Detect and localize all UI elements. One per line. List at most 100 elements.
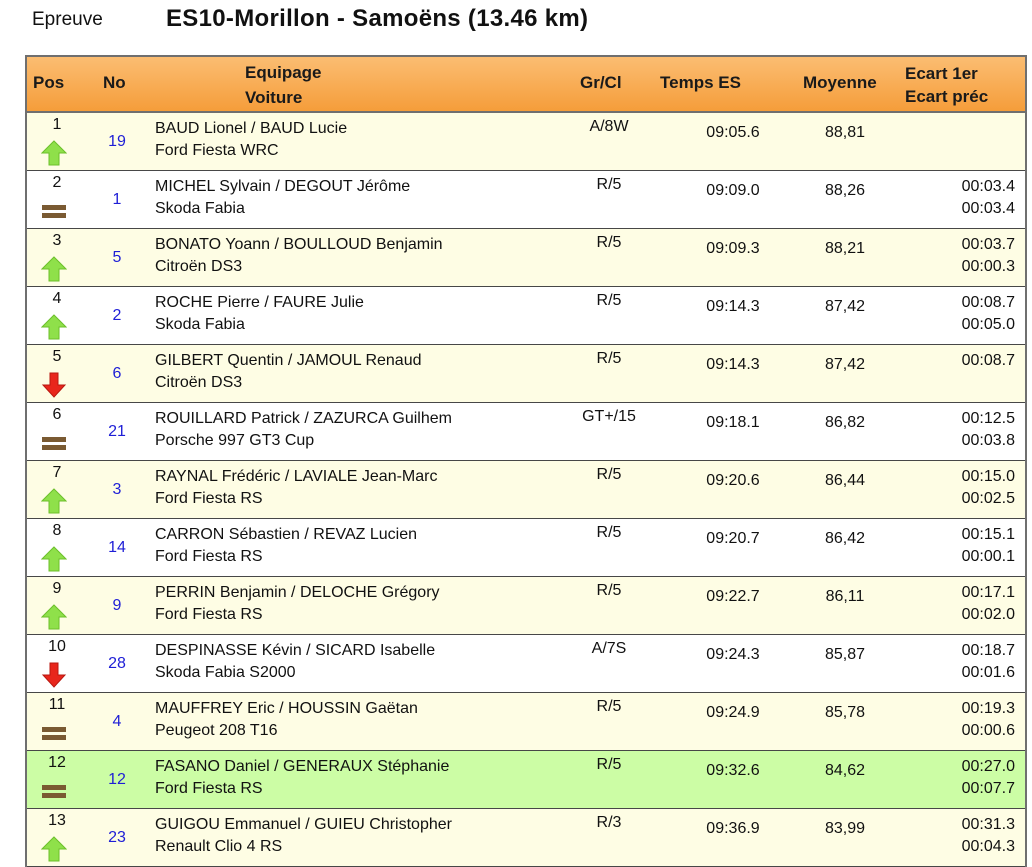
table-row: 11 4 MAUFFREY Eric / HOUSSIN Gaëtan Peugeot… bbox=[27, 693, 1025, 751]
row-temps: 09:20.6 bbox=[706, 472, 760, 489]
row-temps: 09:14.3 bbox=[706, 298, 760, 315]
row-ecart-1er: 00:17.1 bbox=[961, 584, 1015, 601]
header-crew-car: Equipage Voiture bbox=[245, 60, 322, 110]
equal-icon bbox=[41, 720, 67, 744]
row-car: Skoda Fabia bbox=[155, 316, 245, 333]
row-car: Ford Fiesta RS bbox=[155, 548, 263, 565]
row-ecart: 00:27.0 00:07.7 bbox=[907, 756, 1015, 800]
header-equipage: Equipage bbox=[245, 63, 322, 82]
row-temps: 09:09.0 bbox=[706, 182, 760, 199]
row-car: Ford Fiesta RS bbox=[155, 490, 263, 507]
row-temps: 09:36.9 bbox=[706, 820, 760, 837]
row-crew: MICHEL Sylvain / DEGOUT Jérôme bbox=[155, 178, 411, 195]
down-arrow-icon bbox=[41, 372, 67, 398]
row-car: Ford Fiesta RS bbox=[155, 780, 263, 797]
row-ecart-1er: 00:08.7 bbox=[961, 352, 1015, 369]
row-car: Skoda Fabia bbox=[155, 200, 245, 217]
row-moyenne: 87,42 bbox=[824, 356, 866, 373]
row-number: 4 bbox=[112, 713, 122, 730]
row-ecart-1er: 00:03.7 bbox=[961, 236, 1015, 253]
row-number: 19 bbox=[108, 133, 126, 150]
row-ecart: 00:12.5 00:03.8 bbox=[907, 408, 1015, 452]
row-ecart-1er: 00:18.7 bbox=[961, 642, 1015, 659]
row-moyenne: 87,42 bbox=[824, 298, 866, 315]
row-car: Porsche 997 GT3 Cup bbox=[155, 432, 315, 449]
table-row: 10 28 DESPINASSE Kévin / SICARD Isabelle Sk… bbox=[27, 635, 1025, 693]
row-pos: 13 bbox=[48, 812, 66, 829]
row-moyenne: 86,44 bbox=[824, 472, 866, 489]
stage-title: ES10-Morillon - Samoëns (13.46 km) bbox=[166, 5, 589, 32]
row-crew: BONATO Yoann / BOULLOUD Benjamin bbox=[155, 236, 443, 253]
header-no: No bbox=[103, 73, 126, 92]
table-header: Pos No Equipage Voiture Gr/Cl Temps ES M… bbox=[27, 57, 1025, 113]
table-body: 1 19 BAUD Lionel / BAUD Lucie Ford Fiesta W… bbox=[27, 113, 1025, 867]
row-moyenne: 84,62 bbox=[824, 762, 866, 779]
row-temps: 09:24.3 bbox=[706, 646, 760, 663]
row-ecart: 00:31.3 00:04.3 bbox=[907, 814, 1015, 858]
header-voiture: Voiture bbox=[245, 88, 303, 107]
row-crew: CARRON Sébastien / REVAZ Lucien bbox=[155, 526, 418, 543]
table-row: 9 9 PERRIN Benjamin / DELOCHE Grégory Ford … bbox=[27, 577, 1025, 635]
row-pos: 7 bbox=[52, 464, 62, 481]
row-temps: 09:32.6 bbox=[706, 762, 760, 779]
row-ecart-prec: 00:03.4 bbox=[961, 200, 1015, 217]
row-moyenne: 86,82 bbox=[824, 414, 866, 431]
table-row: 3 5 BONATO Yoann / BOULLOUD Benjamin Citroë… bbox=[27, 229, 1025, 287]
row-grcl: R/5 bbox=[596, 466, 622, 483]
row-temps: 09:14.3 bbox=[706, 356, 760, 373]
row-ecart-prec: 00:01.6 bbox=[961, 664, 1015, 681]
row-ecart-prec: 00:02.5 bbox=[961, 490, 1015, 507]
table-row: 7 3 RAYNAL Frédéric / LAVIALE Jean-Marc For… bbox=[27, 461, 1025, 519]
row-crew-car: PERRIN Benjamin / DELOCHE Grégory Ford Fi… bbox=[155, 582, 440, 626]
row-car: Citroën DS3 bbox=[155, 258, 243, 275]
row-crew-car: GUIGOU Emmanuel / GUIEU Christopher Renau… bbox=[155, 814, 452, 858]
row-number: 23 bbox=[108, 829, 126, 846]
row-crew-car: BAUD Lionel / BAUD Lucie Ford Fiesta WRC bbox=[155, 118, 347, 162]
row-moyenne: 86,11 bbox=[825, 588, 865, 605]
table-row: 1 19 BAUD Lionel / BAUD Lucie Ford Fiesta W… bbox=[27, 113, 1025, 171]
row-grcl: R/5 bbox=[596, 524, 622, 541]
row-grcl: R/5 bbox=[596, 756, 622, 773]
row-ecart-prec: 00:04.3 bbox=[961, 838, 1015, 855]
up-arrow-icon bbox=[41, 836, 67, 862]
row-moyenne: 88,26 bbox=[824, 182, 866, 199]
row-ecart: 00:08.7 bbox=[907, 350, 1015, 394]
row-moyenne: 85,87 bbox=[824, 646, 866, 663]
row-pos: 12 bbox=[48, 754, 66, 771]
row-ecart-prec: 00:02.0 bbox=[961, 606, 1015, 623]
row-crew-car: CARRON Sébastien / REVAZ Lucien Ford Fies… bbox=[155, 524, 417, 568]
header-ecart-1er: Ecart 1er bbox=[905, 64, 978, 83]
row-crew-car: DESPINASSE Kévin / SICARD Isabelle Skoda … bbox=[155, 640, 435, 684]
row-pos: 10 bbox=[48, 638, 66, 655]
row-crew-car: FASANO Daniel / GENERAUX Stéphanie Ford F… bbox=[155, 756, 449, 800]
row-ecart-prec bbox=[907, 140, 1015, 162]
results-table: Pos No Equipage Voiture Gr/Cl Temps ES M… bbox=[25, 55, 1027, 867]
up-arrow-icon bbox=[41, 546, 67, 572]
row-ecart-1er: 00:15.0 bbox=[961, 468, 1015, 485]
row-crew: GUIGOU Emmanuel / GUIEU Christopher bbox=[155, 816, 452, 833]
row-ecart-1er: 00:19.3 bbox=[961, 700, 1015, 717]
row-ecart bbox=[907, 118, 1015, 162]
row-ecart-prec bbox=[907, 372, 1015, 394]
row-ecart: 00:03.7 00:00.3 bbox=[907, 234, 1015, 278]
up-arrow-icon bbox=[41, 256, 67, 282]
equal-icon bbox=[41, 198, 67, 222]
row-crew: ROCHE Pierre / FAURE Julie bbox=[155, 294, 364, 311]
row-crew: BAUD Lionel / BAUD Lucie bbox=[155, 120, 348, 137]
row-ecart-prec: 00:00.3 bbox=[961, 258, 1015, 275]
up-arrow-icon bbox=[41, 140, 67, 166]
row-crew-car: ROCHE Pierre / FAURE Julie Skoda Fabia bbox=[155, 292, 364, 336]
row-crew-car: GILBERT Quentin / JAMOUL Renaud Citroën D… bbox=[155, 350, 422, 394]
table-row: 4 2 ROCHE Pierre / FAURE Julie Skoda Fabia R… bbox=[27, 287, 1025, 345]
row-moyenne: 83,99 bbox=[824, 820, 866, 837]
row-car: Citroën DS3 bbox=[155, 374, 243, 391]
table-row: 12 12 FASANO Daniel / GENERAUX Stéphanie Fo… bbox=[27, 751, 1025, 809]
row-moyenne: 85,78 bbox=[824, 704, 866, 721]
table-row: 13 23 GUIGOU Emmanuel / GUIEU Christopher R… bbox=[27, 809, 1025, 867]
row-grcl: R/5 bbox=[596, 698, 622, 715]
header-ecart: Ecart 1er Ecart préc bbox=[905, 62, 988, 108]
row-moyenne: 88,21 bbox=[824, 240, 866, 257]
row-pos: 4 bbox=[52, 290, 62, 307]
row-grcl: A/7S bbox=[591, 640, 627, 657]
row-number: 2 bbox=[112, 307, 122, 324]
